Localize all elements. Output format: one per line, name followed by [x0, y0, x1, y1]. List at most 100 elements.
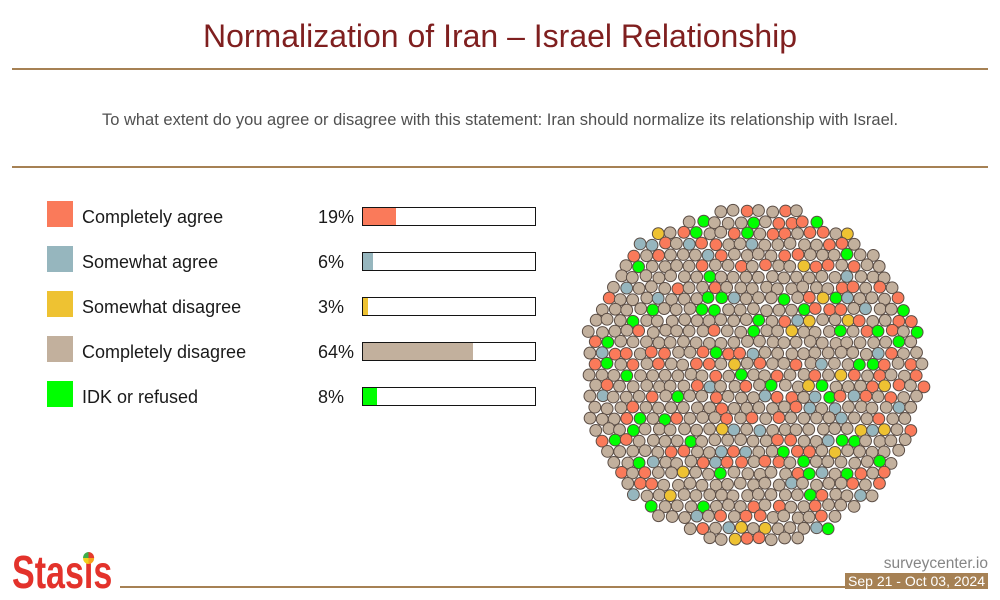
dot-somewhat-agree — [722, 521, 736, 535]
dot-completely-disagree — [640, 291, 654, 305]
dot-completely-disagree — [663, 423, 677, 437]
bar-track — [362, 297, 536, 316]
dot-completely-disagree — [733, 303, 747, 317]
dot-completely-disagree — [702, 509, 715, 523]
dot-completely-agree — [877, 358, 891, 372]
dot-completely-disagree — [682, 215, 696, 229]
dot-completely-disagree — [583, 389, 597, 403]
dot-completely-disagree — [670, 259, 684, 272]
dot-idk-or-refused — [752, 313, 766, 327]
dot-completely-disagree — [626, 335, 640, 349]
dot-completely-disagree — [846, 324, 860, 338]
dot-completely-disagree — [759, 434, 773, 448]
dot-completely-disagree — [720, 324, 734, 338]
dot-completely-disagree — [638, 422, 652, 436]
dot-completely-disagree — [783, 237, 797, 250]
dot-completely-disagree — [726, 203, 740, 217]
dot-completely-disagree — [682, 281, 696, 295]
dot-idk-or-refused — [632, 456, 646, 470]
dot-completely-agree — [846, 280, 860, 294]
dot-completely-disagree — [828, 356, 841, 370]
dot-completely-disagree — [607, 368, 621, 382]
dot-somewhat-agree — [835, 411, 848, 425]
dot-completely-disagree — [741, 489, 755, 502]
dot-somewhat-agree — [651, 291, 665, 305]
dot-completely-disagree — [797, 411, 811, 425]
dot-completely-disagree — [859, 434, 872, 448]
dot-completely-disagree — [759, 215, 772, 229]
dot-completely-disagree — [777, 271, 791, 285]
dot-completely-agree — [803, 445, 816, 459]
dot-completely-disagree — [759, 412, 773, 426]
dot-completely-disagree — [727, 465, 741, 479]
dot-completely-disagree — [747, 455, 761, 469]
dot-completely-disagree — [722, 369, 736, 383]
dot-completely-disagree — [721, 390, 735, 403]
dot-completely-disagree — [670, 499, 684, 513]
dot-completely-disagree — [676, 358, 690, 372]
dot-completely-disagree — [828, 270, 842, 284]
dot-idk-or-refused — [741, 226, 754, 240]
bar-somewhat-agree — [363, 253, 374, 270]
dot-completely-agree — [727, 445, 740, 458]
dot-completely-agree — [709, 391, 723, 405]
dot-completely-agree — [696, 456, 710, 470]
dot-completely-disagree — [751, 270, 765, 284]
dot-completely-disagree — [664, 357, 678, 371]
dot-completely-disagree — [766, 205, 780, 219]
dot-completely-disagree — [853, 336, 867, 350]
dot-idk-or-refused — [708, 303, 721, 317]
dot-completely-disagree — [669, 303, 683, 316]
dot-completely-disagree — [619, 390, 633, 404]
bar-idk-or-refused — [363, 388, 377, 405]
dot-completely-disagree — [721, 433, 735, 447]
dot-completely-disagree — [688, 248, 702, 262]
dot-completely-disagree — [821, 346, 835, 360]
dot-completely-disagree — [696, 280, 709, 294]
dot-completely-agree — [645, 477, 659, 491]
dot-idk-or-refused — [713, 466, 727, 480]
dot-somewhat-agree — [626, 488, 640, 502]
dot-completely-disagree — [703, 422, 717, 436]
dot-completely-agree — [707, 323, 721, 337]
dot-completely-agree — [708, 281, 722, 295]
dot-completely-agree — [789, 358, 803, 372]
dot-completely-agree — [892, 378, 906, 392]
dot-completely-disagree — [621, 477, 635, 490]
dot-completely-disagree — [791, 531, 805, 545]
dot-somewhat-disagree — [841, 313, 855, 327]
dot-completely-disagree — [614, 357, 628, 371]
dot-completely-disagree — [866, 248, 880, 262]
dot-completely-agree — [822, 238, 836, 252]
dot-completely-disagree — [765, 444, 779, 458]
dot-completely-disagree — [689, 489, 703, 502]
dot-completely-disagree — [834, 498, 848, 512]
dot-completely-agree — [814, 509, 828, 523]
dot-completely-disagree — [678, 270, 691, 283]
dot-idk-or-refused — [866, 357, 880, 371]
dot-completely-disagree — [682, 324, 696, 338]
dot-completely-disagree — [664, 401, 678, 414]
dot-completely-disagree — [847, 499, 861, 513]
dot-completely-disagree — [690, 423, 704, 437]
dot-somewhat-disagree — [663, 489, 677, 503]
dot-completely-disagree — [589, 313, 603, 327]
dot-completely-disagree — [727, 335, 741, 349]
dot-completely-agree — [859, 389, 873, 403]
dot-idk-or-refused — [840, 467, 854, 481]
dot-completely-disagree — [625, 271, 639, 284]
dot-completely-disagree — [652, 401, 665, 415]
dot-completely-disagree — [777, 509, 791, 523]
dot-completely-disagree — [684, 454, 698, 468]
dot-completely-disagree — [910, 346, 923, 359]
dot-completely-disagree — [734, 411, 747, 425]
question-divider — [12, 166, 988, 168]
dot-completely-disagree — [764, 291, 778, 305]
dot-completely-disagree — [854, 400, 868, 414]
legend-row-somewhat-disagree: Somewhat disagree 3% — [0, 291, 560, 321]
dot-idk-or-refused — [803, 488, 817, 502]
dot-completely-disagree — [789, 204, 803, 218]
dot-completely-agree — [891, 291, 905, 305]
dot-completely-disagree — [840, 489, 854, 503]
dot-somewhat-agree — [854, 489, 867, 502]
